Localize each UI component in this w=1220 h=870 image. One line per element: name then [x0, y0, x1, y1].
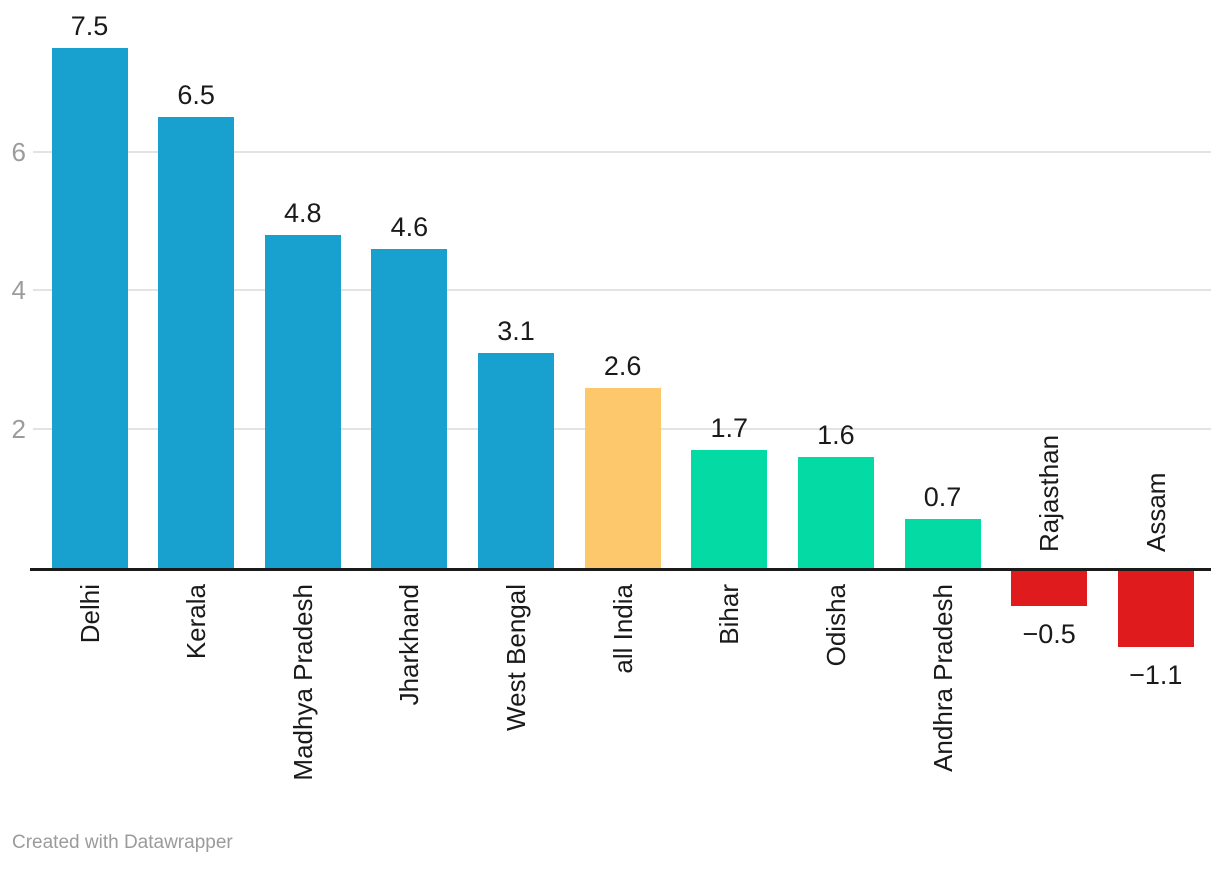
category-label-bihar: Bihar: [714, 584, 745, 645]
category-label-andhra-pradesh: Andhra Pradesh: [927, 584, 958, 772]
datawrapper-credit-link[interactable]: Created with Datawrapper: [12, 832, 233, 853]
value-label-kerala: 6.5: [177, 79, 215, 110]
value-label-andhra-pradesh: 0.7: [923, 482, 962, 513]
value-label-madhya-pradesh: 4.8: [283, 197, 322, 228]
gridline-y6: [33, 150, 1211, 153]
category-label-all-india: all India: [607, 584, 638, 674]
bar-madhya-pradesh[interactable]: [264, 234, 341, 568]
value-label-rajasthan: −0.5: [1022, 618, 1076, 649]
value-label-assam: −1.1: [1129, 660, 1183, 691]
x-axis-baseline: [30, 568, 1211, 571]
bar-odisha[interactable]: [797, 456, 874, 568]
value-label-odisha: 1.6: [817, 419, 855, 450]
category-label-kerala: Kerala: [181, 584, 212, 660]
value-label-all-india: 2.6: [603, 350, 642, 381]
bar-kerala[interactable]: [158, 116, 235, 568]
value-label-west-bengal: 3.1: [497, 315, 535, 346]
gridline-y4: [33, 289, 1211, 292]
bar-delhi[interactable]: [51, 47, 128, 568]
value-label-delhi: 7.5: [70, 10, 109, 41]
bar-rajasthan[interactable]: [1011, 571, 1088, 606]
value-label-bihar: 1.7: [710, 413, 749, 444]
category-label-assam: Assam: [1140, 472, 1171, 552]
category-label-rajasthan: Rajasthan: [1034, 434, 1065, 552]
bar-west-bengal[interactable]: [478, 352, 555, 568]
y-axis-tick-2: 2: [11, 414, 26, 445]
category-label-jharkhand: Jharkhand: [394, 584, 425, 706]
category-label-west-bengal: West Bengal: [501, 584, 532, 731]
y-axis-tick-4: 4: [11, 275, 26, 306]
bar-bihar[interactable]: [691, 450, 768, 568]
y-axis-tick-6: 6: [11, 136, 26, 167]
category-label-odisha: Odisha: [820, 584, 851, 667]
bar-jharkhand[interactable]: [371, 248, 448, 568]
bar-andhra-pradesh[interactable]: [904, 519, 981, 568]
category-label-madhya-pradesh: Madhya Pradesh: [287, 584, 318, 781]
value-label-jharkhand: 4.6: [390, 211, 429, 242]
category-label-delhi: Delhi: [74, 584, 105, 644]
bar-all-india[interactable]: [584, 387, 661, 568]
bar-assam[interactable]: [1117, 571, 1194, 648]
